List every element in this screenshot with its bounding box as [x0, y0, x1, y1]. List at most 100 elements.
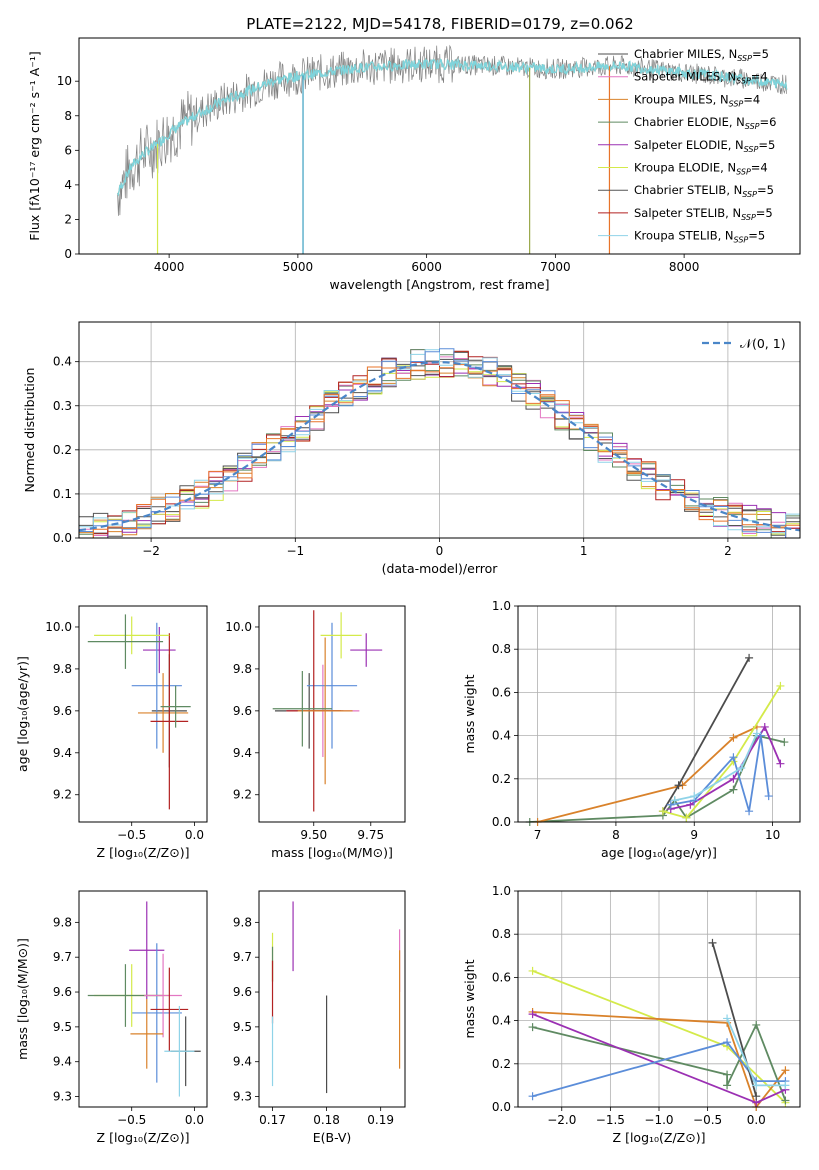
- y-tick-label: 6: [64, 143, 72, 157]
- figure-title: PLATE=2122, MJD=54178, FIBERID=0179, z=0…: [246, 15, 633, 33]
- weight-point-marker: [723, 1038, 732, 1047]
- x-tick-label: 9.75: [357, 828, 384, 842]
- weight-point-marker: [723, 1014, 732, 1023]
- y-tick-label: 9.8: [233, 662, 252, 676]
- x-tick-label: 2: [724, 544, 732, 558]
- y-tick-label: 0.4: [492, 1014, 511, 1028]
- y-tick-label: 9.2: [233, 788, 252, 802]
- y-tick-label: 9.3: [53, 1090, 72, 1104]
- axes-frame: [258, 890, 406, 1108]
- x-axis-label: Z [log₁₀(Z/Z⊙)]: [97, 845, 190, 860]
- gaussian-curve: [78, 360, 801, 532]
- x-tick-label: 8: [612, 828, 620, 842]
- legend-label: Salpeter MILES, NSSP=4: [634, 70, 768, 86]
- x-axis-label: Z [log₁₀(Z/Z⊙)]: [97, 1130, 190, 1145]
- y-tick-label: 0.0: [53, 531, 72, 545]
- y-tick-label: 0.8: [492, 642, 511, 656]
- legend-label: Kroupa ELODIE, NSSP=4: [634, 161, 768, 177]
- x-axis-label: (data-model)/error: [382, 561, 499, 576]
- weight-point-marker: [752, 1092, 761, 1101]
- y-tick-label: 9.4: [53, 746, 72, 760]
- weight-series-line: [662, 685, 782, 819]
- x-axis-label: E(B-V): [313, 1130, 352, 1145]
- x-tick-label: −1: [286, 544, 304, 558]
- y-tick-label: 9.8: [53, 662, 72, 676]
- y-axis-label: Normed distribution: [22, 368, 37, 493]
- y-tick-label: 0.6: [492, 685, 511, 699]
- spectrum-model-line-cyan: [116, 57, 788, 197]
- weight-point-marker: [658, 807, 667, 816]
- weight-point-marker: [690, 792, 699, 801]
- weight-point-marker: [729, 733, 738, 742]
- x-axis-label: mass [log₁₀(M/M⊙)]: [271, 845, 393, 860]
- panel-age-weight: 7 8 9 10 0.0 0.2 0.4 0.6 0.8 1.0 age [log₁₀(age/yr…: [462, 599, 801, 860]
- y-tick-label: 1.0: [492, 884, 511, 898]
- y-tick-label: 0.4: [492, 729, 511, 743]
- weight-point-marker: [781, 1066, 790, 1075]
- x-axis-label: wavelength [Angstrom, rest frame]: [329, 277, 549, 292]
- weight-point-marker: [528, 1092, 537, 1101]
- y-tick-label: 1.0: [492, 599, 511, 613]
- x-tick-label: 8000: [669, 260, 700, 274]
- legend-label: Salpeter STELIB, NSSP=5: [634, 206, 773, 222]
- legend-label-gaussian: 𝒩(0, 1): [740, 336, 786, 351]
- weight-series-line: [674, 733, 758, 802]
- weight-point-marker: [752, 729, 761, 738]
- weight-point-marker: [528, 966, 537, 975]
- legend-label: Chabrier STELIB, NSSP=5: [634, 183, 774, 199]
- x-tick-label: 9: [690, 828, 698, 842]
- y-tick-label: 9.7: [233, 950, 252, 964]
- weight-point-marker: [666, 800, 675, 809]
- weight-point-marker: [674, 781, 683, 790]
- y-tick-label: 0.0: [492, 815, 511, 829]
- y-tick-label: 10.0: [45, 620, 72, 634]
- x-tick-label: 0.0: [747, 1113, 766, 1127]
- y-tick-label: 9.6: [53, 704, 72, 718]
- y-tick-label: 9.5: [53, 1020, 72, 1034]
- y-axis-label: age [log₁₀(age/yr)]: [15, 656, 30, 772]
- weight-point-marker: [745, 653, 754, 662]
- x-tick-label: −2.0: [547, 1113, 576, 1127]
- weight-point-marker: [745, 807, 754, 816]
- weight-point-marker: [776, 681, 785, 690]
- axes-frame: [258, 605, 406, 823]
- x-tick-label: 0.0: [185, 828, 204, 842]
- y-tick-label: 9.6: [233, 704, 252, 718]
- y-tick-label: 0.2: [492, 1057, 511, 1071]
- x-tick-label: −1.5: [596, 1113, 625, 1127]
- weight-point-marker: [528, 1010, 537, 1019]
- axes-frame: [517, 605, 801, 823]
- histogram-series: [79, 364, 800, 538]
- y-tick-label: 9.4: [233, 746, 252, 760]
- y-tick-label: 9.8: [233, 915, 252, 929]
- axes-frame: [78, 605, 208, 823]
- weight-point-marker: [729, 774, 738, 783]
- x-tick-label: 0.19: [367, 1113, 394, 1127]
- weight-point-marker: [737, 764, 746, 772]
- x-tick-label: 0.17: [259, 1113, 286, 1127]
- axes-frame: [78, 321, 801, 539]
- weight-point-marker: [723, 1081, 732, 1090]
- x-tick-label: 6000: [411, 260, 442, 274]
- weight-point-marker: [752, 1020, 761, 1029]
- y-tick-label: 9.4: [233, 1055, 252, 1069]
- weight-point-marker: [781, 1096, 790, 1105]
- legend-label: Kroupa MILES, NSSP=4: [634, 92, 760, 108]
- y-tick-label: 2: [64, 212, 72, 226]
- x-tick-label: 0.18: [313, 1113, 340, 1127]
- x-tick-label: −2: [142, 544, 160, 558]
- panel-z-age: −0.5 0.0 9.2 9.4 9.6 9.8 10.0 Z [log₁₀(Z/Z⊙)] ag…: [15, 605, 208, 860]
- x-tick-label: 0.0: [185, 1113, 204, 1127]
- x-tick-label: −0.5: [693, 1113, 722, 1127]
- x-tick-label: 7: [534, 828, 542, 842]
- weight-point-marker: [686, 800, 695, 809]
- x-tick-label: 5000: [283, 260, 314, 274]
- weight-point-marker: [682, 813, 691, 822]
- y-tick-label: 0.3: [53, 399, 72, 413]
- panel-z-weight: −2.0 −1.5 −1.0 −0.5 0.0 0.0 0.2 0.4 0.6 0.8 1.0 Z […: [462, 884, 801, 1145]
- y-tick-label: 8: [64, 109, 72, 123]
- y-tick-label: 4: [64, 178, 72, 192]
- y-tick-label: 9.2: [53, 788, 72, 802]
- y-tick-label: 0.2: [53, 443, 72, 457]
- legend-label: Chabrier ELODIE, NSSP=6: [634, 115, 776, 131]
